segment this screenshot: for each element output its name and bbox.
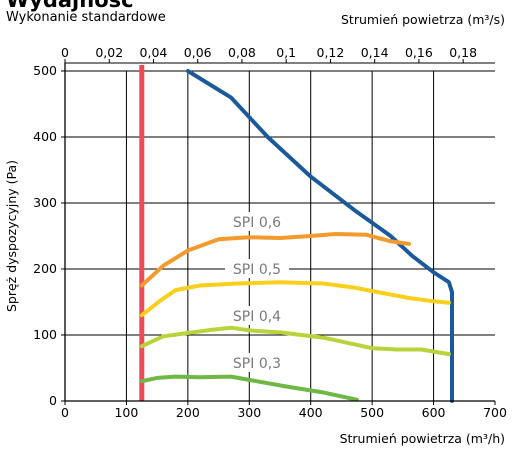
x-tick-label-bottom: 600 [422, 405, 446, 420]
x-tick-label-bottom: 0 [61, 405, 69, 420]
spi-label: SPI 0,4 [233, 309, 281, 325]
x-tick-label-bottom: 500 [360, 405, 384, 420]
x-axis-top-title: Strumień powietrza (m³/s) [341, 12, 505, 27]
series-line-max [185, 69, 454, 403]
axis-layer: 0 100 200 300 400 500 600 700 0 0,02 0,04 0,06 0,08 0… [4, 12, 507, 446]
x-tick-label-bottom: 700 [483, 405, 507, 420]
spi-label-bg [225, 353, 289, 372]
x-tick-label-top: 0,1 [276, 45, 296, 60]
x-tick-label-bottom: 100 [114, 405, 138, 420]
x-axis-bottom-title: Strumień powietrza (m³/h) [340, 431, 505, 446]
x-tick-label-top: 0,16 [405, 45, 433, 60]
label-layer: SPI 0,6 SPI 0,5 SPI 0,4 SPI 0,3 [225, 212, 289, 372]
x-tick-label-top: 0 [61, 45, 69, 60]
y-tick-label: 500 [33, 63, 57, 78]
x-tick-label-top: 0,08 [228, 45, 256, 60]
x-tick-label-bottom: 300 [237, 405, 261, 420]
grid-layer [65, 70, 495, 401]
series-line-spi-0-5 [139, 280, 451, 318]
series-layer [139, 69, 454, 403]
spi-label-bg [225, 212, 289, 231]
spi-label-bg [225, 259, 289, 278]
y-tick-label: 100 [33, 327, 57, 342]
x-tick-label-top: 0,06 [184, 45, 212, 60]
x-tick-label-bottom: 200 [176, 405, 200, 420]
spi-label-bg [225, 306, 289, 325]
y-tick-label: 400 [33, 129, 57, 144]
page-title: Wydajność [6, 0, 134, 12]
spi-label: SPI 0,3 [233, 356, 281, 372]
page-subtitle: Wykonanie standardowe [6, 10, 166, 25]
series-line-spi-0-3 [139, 374, 359, 402]
x-tick-label-top: 0,12 [317, 45, 345, 60]
x-tick-label-top: 0,18 [449, 45, 477, 60]
y-tick-label: 300 [33, 195, 57, 210]
y-tick-label: 0 [49, 393, 57, 408]
y-tick-label: 200 [33, 261, 57, 276]
spi-label: SPI 0,6 [233, 215, 281, 231]
x-tick-label-top: 0,04 [140, 45, 168, 60]
y-axis-title: Spręż dyspozycyjny (Pa) [4, 160, 19, 312]
series-line-spi-0-4 [139, 325, 451, 357]
x-tick-label-top: 0,02 [95, 45, 123, 60]
x-tick-label-bottom: 400 [299, 405, 323, 420]
x-tick-label-top: 0,14 [361, 45, 389, 60]
series-line-spi-0-6 [139, 232, 411, 288]
spi-label: SPI 0,5 [233, 262, 281, 278]
